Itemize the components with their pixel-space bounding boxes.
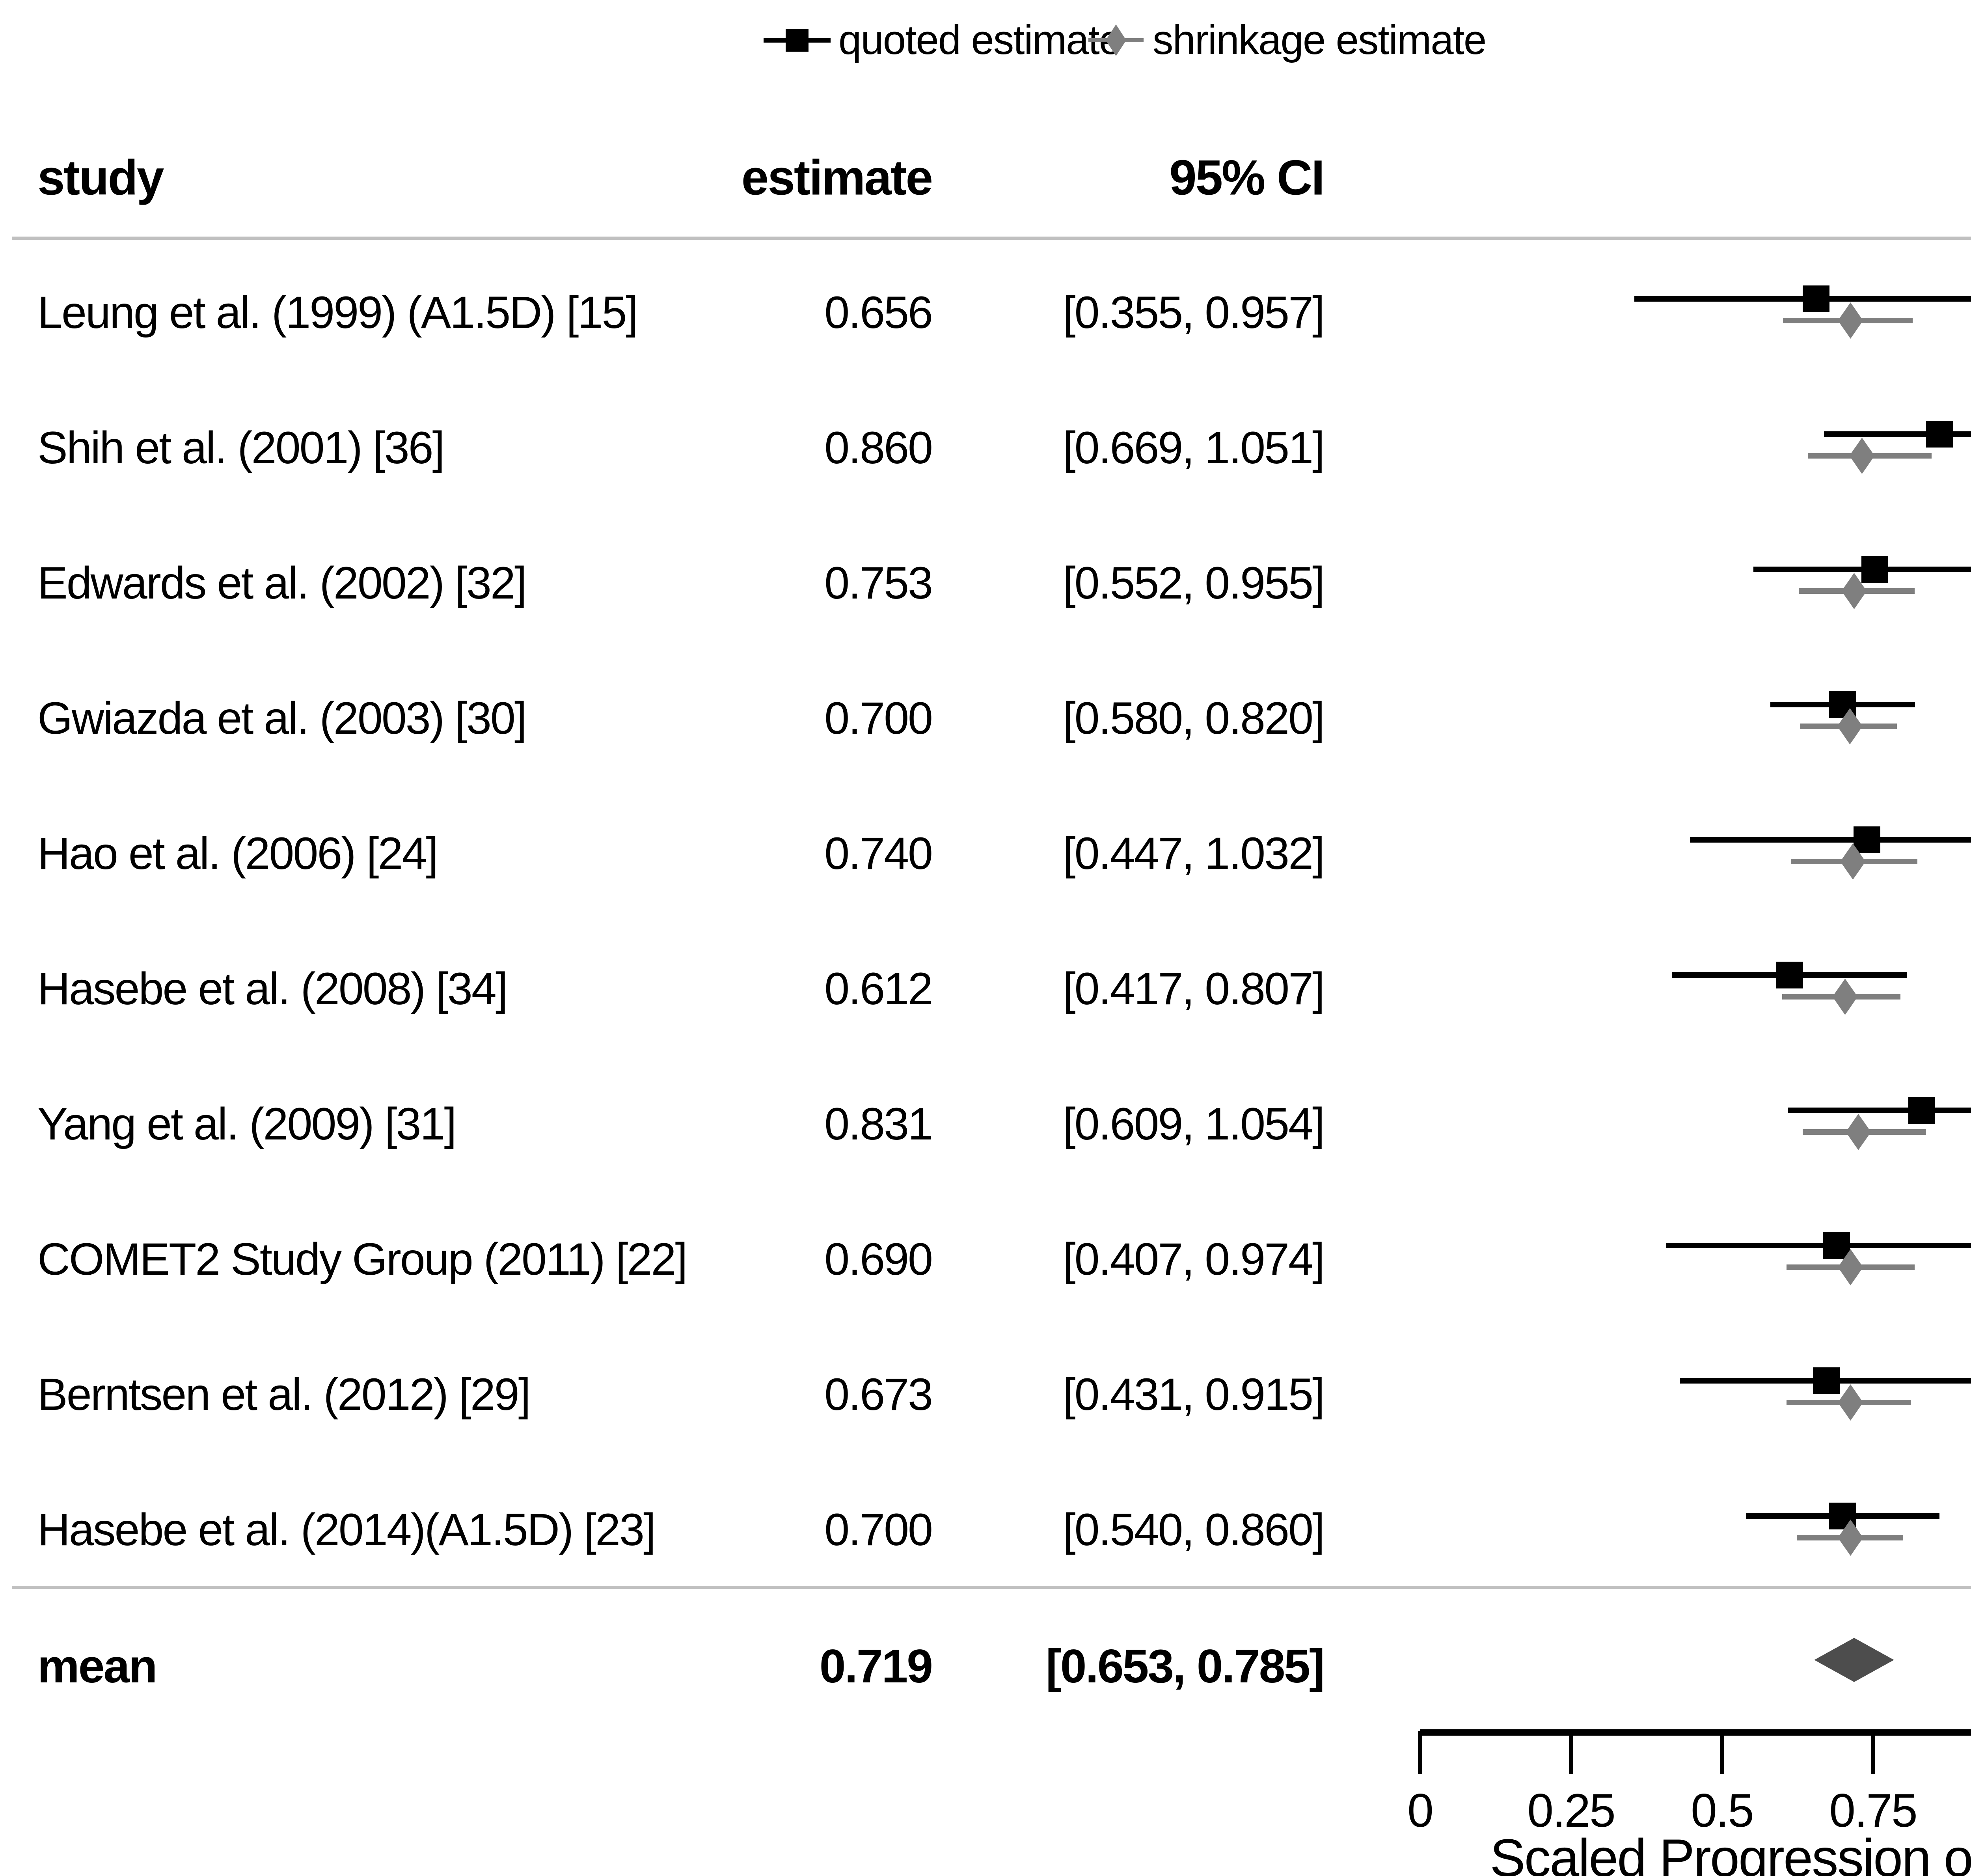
study-label: Edwards et al. (2002) [32] [37, 558, 527, 608]
column-header-ci: 95% CI [1169, 150, 1325, 205]
ci-value: [0.431, 0.915] [1063, 1369, 1325, 1420]
shrinkage-estimate-diamond [1838, 1384, 1863, 1421]
ci-value: [0.355, 0.957] [1063, 287, 1325, 338]
study-label: Yang et al. (2009) [31] [37, 1099, 456, 1149]
mean-ci-value: [0.653, 0.785] [1045, 1640, 1325, 1693]
mean-label: mean [37, 1640, 157, 1693]
ci-value: [0.580, 0.820] [1063, 693, 1325, 744]
quoted-estimate-square [1853, 826, 1880, 853]
quoted-estimate-square [1802, 285, 1829, 312]
estimate-value: 0.700 [824, 1505, 933, 1555]
quoted-estimate-square [1861, 556, 1888, 583]
study-label: Gwiazda et al. (2003) [30] [37, 693, 527, 744]
estimate-value: 0.753 [824, 558, 933, 608]
estimate-value: 0.673 [824, 1369, 933, 1420]
x-axis-tick-label: 0.5 [1691, 1784, 1754, 1837]
study-label: Hao et al. (2006) [24] [37, 828, 438, 879]
quoted-ci-line [1690, 837, 1971, 843]
study-label: Hasebe et al. (2014)(A1.5D) [23] [37, 1505, 656, 1555]
ci-value: [0.552, 0.955] [1063, 558, 1325, 608]
estimate-value: 0.740 [824, 828, 933, 879]
x-axis-tick [1720, 1731, 1724, 1774]
x-axis-title: Scaled Progression of SER [1490, 1828, 1971, 1876]
ci-value: [0.540, 0.860] [1063, 1505, 1325, 1555]
ci-value: [0.417, 0.807] [1063, 964, 1325, 1014]
quoted-ci-line [1787, 1108, 1971, 1113]
x-axis-tick [1871, 1731, 1875, 1774]
quoted-estimate-square [1813, 1367, 1840, 1394]
estimate-value: 0.612 [824, 964, 933, 1014]
legend-shrinkage-label: shrinkage estimate [1153, 17, 1487, 63]
study-label: Shih et al. (2001) [36] [37, 423, 445, 473]
x-axis-tick-label: 0 [1407, 1784, 1434, 1837]
quoted-ci-line [1665, 1243, 1971, 1248]
ci-value: [0.447, 1.032] [1063, 828, 1325, 879]
x-axis-tick-label: 0.75 [1829, 1784, 1918, 1837]
estimate-value: 0.656 [824, 287, 933, 338]
shrinkage-estimate-diamond [1838, 302, 1863, 339]
estimate-value: 0.860 [824, 423, 933, 473]
quoted-estimate-square [1776, 962, 1803, 988]
shrinkage-estimate-diamond [1846, 1114, 1871, 1150]
quoted-estimate-square [1926, 421, 1953, 448]
x-axis-tick [1569, 1731, 1573, 1774]
study-label: COMET2 Study Group (2011) [22] [37, 1234, 687, 1285]
study-label: Berntsen et al. (2012) [29] [37, 1369, 531, 1420]
shrinkage-estimate-diamond [1849, 438, 1875, 474]
x-axis-line [1420, 1729, 1971, 1736]
column-header-estimate: estimate [741, 150, 933, 205]
legend-quoted-square-icon [786, 29, 809, 52]
legend-quoted-label: quoted estimate [838, 17, 1122, 63]
shrinkage-estimate-diamond [1832, 979, 1858, 1015]
column-header-study: study [37, 150, 164, 205]
estimate-value: 0.831 [824, 1099, 933, 1149]
ci-value: [0.407, 0.974] [1063, 1234, 1325, 1285]
study-label: Hasebe et al. (2008) [34] [37, 964, 508, 1014]
x-axis-tick [1418, 1731, 1422, 1774]
ci-value: [0.609, 1.054] [1063, 1099, 1325, 1149]
study-label: Leung et al. (1999) (A1.5D) [15] [37, 287, 638, 338]
mean-separator [12, 1586, 1971, 1589]
quoted-estimate-square [1908, 1097, 1936, 1124]
header-separator [12, 237, 1971, 240]
mean-estimate-value: 0.719 [819, 1640, 933, 1693]
x-axis-tick-label: 0.25 [1527, 1784, 1616, 1837]
estimate-value: 0.700 [824, 693, 933, 744]
estimate-value: 0.690 [824, 1234, 933, 1285]
quoted-ci-line [1634, 296, 1971, 302]
quoted-estimate-square [1823, 1232, 1850, 1259]
ci-value: [0.669, 1.051] [1063, 423, 1325, 473]
mean-summary-diamond [1814, 1638, 1894, 1682]
